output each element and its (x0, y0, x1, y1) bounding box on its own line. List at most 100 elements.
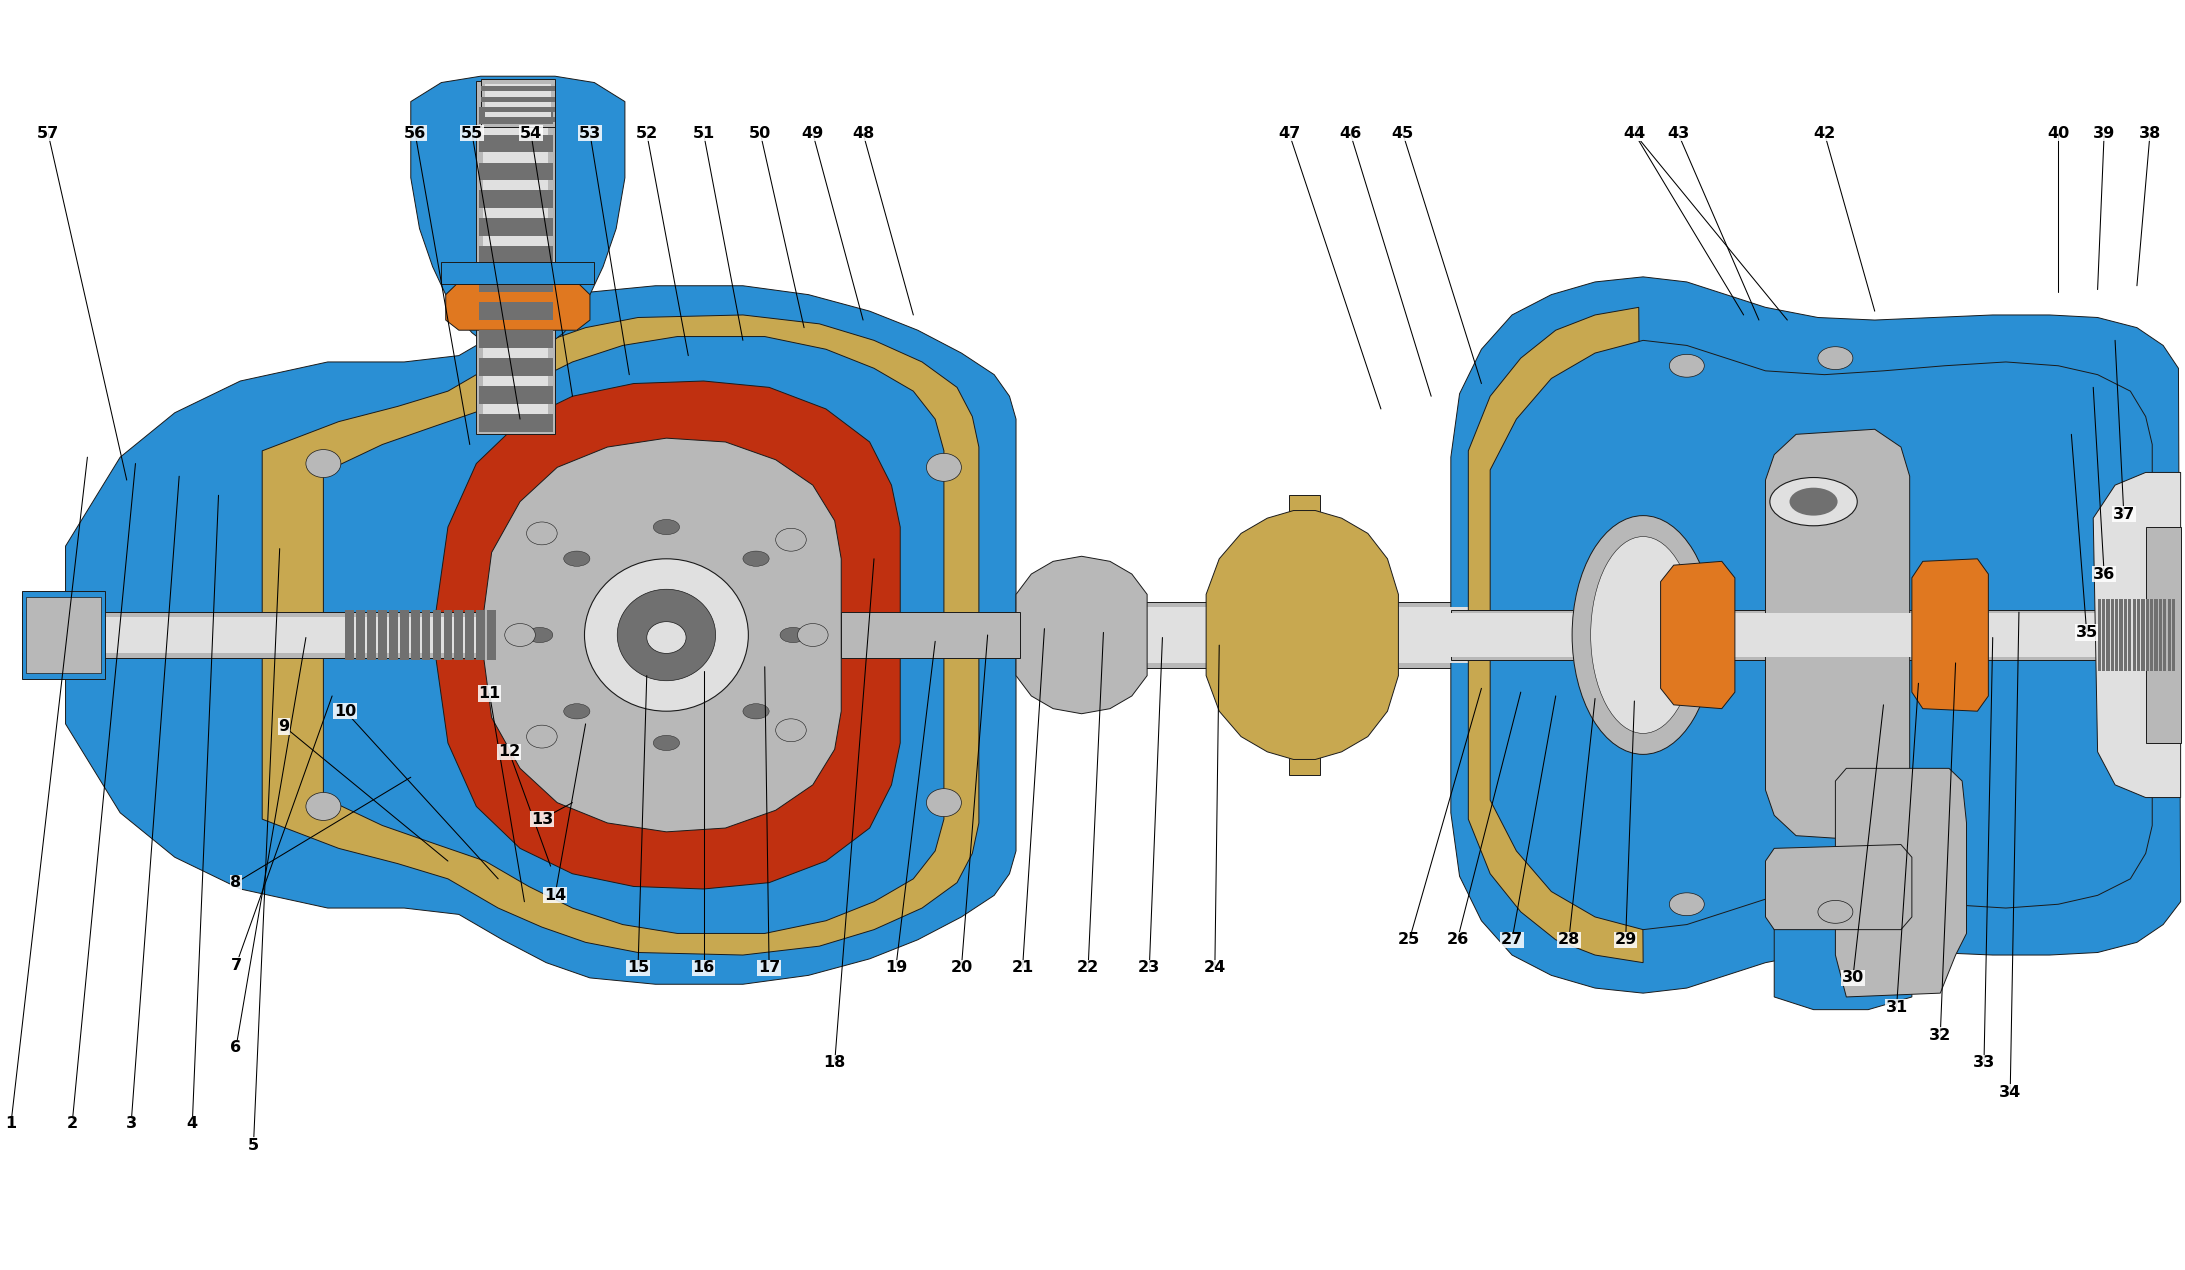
Bar (841, 612, 1020, 658)
Text: 44: 44 (1623, 126, 1645, 141)
Text: 39: 39 (2093, 126, 2115, 141)
Ellipse shape (1669, 893, 1704, 916)
Ellipse shape (564, 704, 590, 719)
Bar (479, 246, 553, 264)
Bar (2168, 599, 2170, 671)
Polygon shape (411, 76, 625, 345)
Ellipse shape (306, 792, 341, 820)
Text: 8: 8 (229, 875, 243, 890)
Bar (476, 610, 485, 660)
Bar (2150, 599, 2152, 671)
Bar (2159, 599, 2163, 671)
Text: 20: 20 (950, 960, 972, 975)
Text: 35: 35 (2076, 625, 2098, 640)
Ellipse shape (926, 453, 961, 481)
Ellipse shape (527, 627, 553, 643)
Text: 7: 7 (229, 958, 243, 973)
Ellipse shape (926, 789, 961, 817)
Ellipse shape (653, 519, 680, 535)
Text: 55: 55 (461, 126, 483, 141)
Text: 15: 15 (627, 960, 649, 975)
Polygon shape (481, 438, 841, 832)
Text: 14: 14 (544, 888, 566, 903)
Ellipse shape (1790, 488, 1838, 516)
Text: 3: 3 (125, 1116, 138, 1132)
Ellipse shape (527, 522, 557, 545)
Ellipse shape (564, 551, 590, 566)
Text: 6: 6 (229, 1040, 243, 1055)
Text: 2: 2 (66, 1116, 79, 1132)
Polygon shape (1206, 511, 1398, 759)
Text: 56: 56 (404, 126, 426, 141)
Ellipse shape (743, 551, 769, 566)
Bar (479, 302, 553, 320)
Polygon shape (1912, 559, 1988, 711)
Bar (444, 610, 452, 660)
Bar (441, 262, 594, 284)
Ellipse shape (653, 735, 680, 751)
Text: 27: 27 (1501, 932, 1523, 947)
Text: 38: 38 (2139, 126, 2161, 141)
Bar (479, 163, 553, 180)
Polygon shape (1765, 845, 1912, 930)
Bar (479, 358, 553, 376)
Bar (2137, 599, 2139, 671)
Ellipse shape (586, 559, 747, 711)
Bar (2146, 599, 2148, 671)
Polygon shape (1835, 768, 1966, 997)
Text: 19: 19 (885, 960, 907, 975)
Polygon shape (446, 282, 590, 330)
Bar (2172, 599, 2174, 671)
Polygon shape (1661, 561, 1735, 709)
Ellipse shape (1669, 354, 1704, 377)
Ellipse shape (1818, 347, 1853, 370)
Ellipse shape (776, 719, 806, 742)
Bar (476, 81, 555, 434)
Bar (1016, 602, 1486, 668)
Bar (2111, 599, 2113, 671)
Ellipse shape (776, 528, 806, 551)
Bar (479, 107, 553, 124)
Text: 4: 4 (186, 1116, 199, 1132)
Bar (1016, 607, 1486, 663)
Polygon shape (66, 286, 1016, 984)
Bar (479, 218, 553, 236)
Text: 26: 26 (1446, 932, 1468, 947)
Bar (481, 117, 555, 122)
Bar (479, 386, 553, 404)
Bar (22, 591, 105, 679)
Ellipse shape (505, 624, 535, 646)
Ellipse shape (616, 589, 717, 681)
Text: 49: 49 (802, 126, 824, 141)
Bar (2102, 599, 2104, 671)
Bar (1289, 495, 1320, 775)
Polygon shape (1451, 277, 2181, 993)
Bar (400, 610, 409, 660)
Text: 32: 32 (1929, 1027, 1951, 1043)
Text: 48: 48 (852, 126, 874, 141)
Bar (22, 612, 481, 658)
Text: 10: 10 (334, 704, 356, 719)
Text: 33: 33 (1973, 1055, 1995, 1071)
Polygon shape (1774, 902, 1912, 1010)
Polygon shape (2093, 472, 2181, 798)
Text: 51: 51 (693, 126, 714, 141)
Ellipse shape (1770, 478, 1857, 526)
Bar (465, 610, 474, 660)
Text: 9: 9 (277, 719, 291, 734)
Bar (378, 610, 387, 660)
Ellipse shape (743, 704, 769, 719)
Bar (433, 610, 441, 660)
Text: 11: 11 (479, 686, 500, 701)
Text: 29: 29 (1615, 932, 1637, 947)
Bar (2128, 599, 2130, 671)
Polygon shape (1016, 556, 1147, 714)
Bar (2133, 599, 2135, 671)
Text: 46: 46 (1339, 126, 1361, 141)
Bar (1451, 613, 2176, 657)
Bar (356, 610, 365, 660)
Text: 16: 16 (693, 960, 714, 975)
Bar (2106, 599, 2111, 671)
Bar (2141, 599, 2146, 671)
Bar (485, 84, 551, 122)
